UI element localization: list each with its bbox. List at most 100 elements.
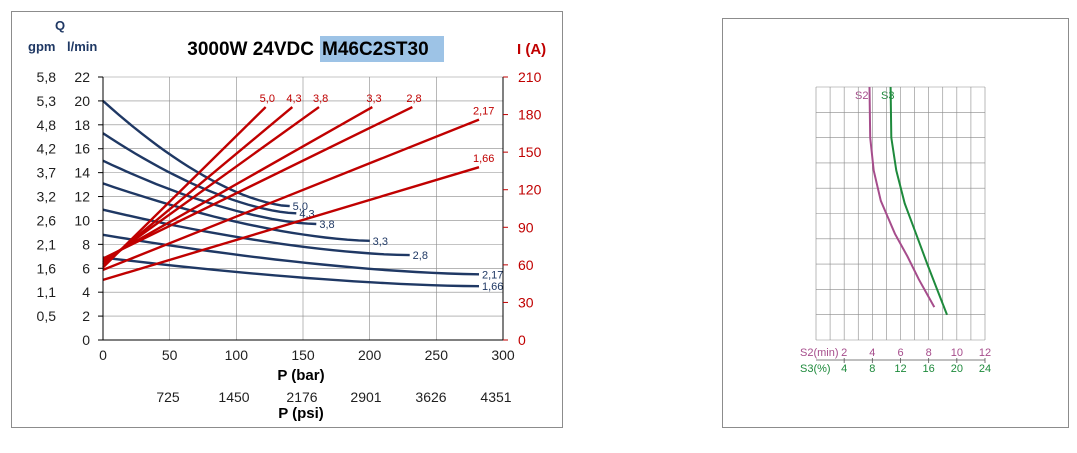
y-tick-label-right: 0	[518, 332, 526, 348]
x-tick-label: 300	[491, 347, 515, 363]
duty-tick-s2: 8	[926, 347, 932, 359]
current-line	[102, 166, 480, 282]
y-tick-label-lmin: 16	[74, 141, 90, 157]
duty-axis-label-s3: S3(%)	[800, 363, 831, 375]
current-series-label: 2,8	[406, 93, 421, 105]
y-tick-label-right: 180	[518, 107, 542, 123]
y-tick-label-gpm: 5,3	[37, 93, 57, 109]
y-axis-unit-lmin: l/min	[67, 39, 97, 54]
x-tick-label: 250	[425, 347, 449, 363]
duty-axis-label-s2: S2(min)	[800, 347, 839, 359]
flow-series-label: 2,17	[482, 269, 503, 281]
flow-series-label: 3,8	[319, 219, 334, 231]
x-tick-label-psi: 2176	[286, 389, 317, 405]
y-tick-label-lmin: 18	[74, 117, 90, 133]
duty-tick-s3: 12	[894, 363, 906, 375]
x-tick-label: 150	[291, 347, 315, 363]
y-tick-label-gpm: 5,8	[37, 69, 57, 85]
current-series-group: 5,0 4,3 3,8 3,3 2,8 2,17 1,66	[102, 93, 494, 282]
current-series-label: 3,3	[366, 93, 381, 105]
current-series-label: 2,17	[473, 106, 494, 118]
x-tick-label-psi: 4351	[480, 389, 511, 405]
current-line	[102, 106, 267, 269]
duty-tick-s2: 12	[979, 347, 991, 359]
y-tick-label-right: 150	[518, 144, 542, 160]
x-tick-label: 200	[358, 347, 382, 363]
y-tick-label-gpm: 3,7	[37, 165, 57, 181]
duty-tick-s2: 6	[897, 347, 903, 359]
duty-chart-frame	[722, 18, 1069, 428]
y-tick-label-lmin: 10	[74, 212, 90, 228]
flow-line	[102, 100, 290, 208]
duty-tick-s2: 2	[841, 347, 847, 359]
current-line	[102, 106, 320, 264]
duty-tick-s2: 10	[951, 347, 963, 359]
chart-title-model: M46C2ST30	[322, 39, 429, 60]
duty-grid	[815, 86, 986, 341]
main-chart-frame	[11, 11, 563, 428]
x-tick-label: 0	[99, 347, 107, 363]
y-tick-label-lmin: 20	[74, 93, 90, 109]
x-tick-label-psi: 1450	[218, 389, 249, 405]
duty-tick-s3: 24	[979, 363, 991, 375]
right-axis-label: I (A)	[517, 41, 546, 58]
duty-tick-s3: 8	[869, 363, 875, 375]
main-axes	[98, 76, 508, 341]
duty-legend-s2: S2	[855, 90, 868, 102]
duty-tick-s3: 20	[951, 363, 963, 375]
y-tick-label-gpm: 0,5	[37, 308, 57, 324]
current-series-label: 4,3	[286, 93, 301, 105]
y-tick-label-lmin: 8	[82, 236, 90, 252]
x-tick-label-psi: 3626	[415, 389, 446, 405]
y-tick-label-gpm: 1,1	[37, 284, 57, 300]
x-axis-label: P (bar)	[277, 367, 324, 384]
y-tick-label-gpm: 1,6	[37, 260, 57, 276]
flow-line	[102, 132, 297, 215]
x-axis-label-psi: P (psi)	[278, 405, 324, 422]
flow-line	[102, 159, 317, 226]
duty-tick-s3: 16	[923, 363, 935, 375]
x-tick-label: 100	[225, 347, 249, 363]
duty-legend-s3: S3	[881, 90, 894, 102]
flow-line	[102, 256, 480, 288]
y-tick-label-right: 60	[518, 257, 534, 273]
x-tick-label-psi: 2901	[350, 389, 381, 405]
y-tick-label-gpm: 4,2	[37, 141, 57, 157]
y-tick-label-gpm: 4,8	[37, 117, 57, 133]
flow-line	[102, 182, 370, 242]
chart-title: 3000W 24VDC	[187, 39, 314, 60]
y-tick-label-lmin: 2	[82, 308, 90, 324]
y-tick-label-gpm: 3,2	[37, 189, 57, 205]
flow-series-label: 2,8	[413, 250, 428, 262]
y-tick-label-lmin: 0	[82, 332, 90, 348]
duty-line	[889, 86, 948, 316]
y-tick-label-right: 30	[518, 294, 534, 310]
y-tick-label-right: 90	[518, 219, 534, 235]
x-tick-label: 50	[162, 347, 178, 363]
flow-series-label: 5,0	[293, 201, 308, 213]
duty-line	[868, 86, 936, 308]
current-series-label: 3,8	[313, 93, 328, 105]
y-tick-label-lmin: 4	[82, 284, 90, 300]
duty-tick-s2: 4	[869, 347, 875, 359]
duty-series-group	[868, 86, 948, 316]
y-tick-label-right: 120	[518, 182, 542, 198]
y-tick-label-gpm: 2,1	[37, 236, 57, 252]
duty-tick-labels: 2 4 6 8 10 124 8 12 16 20 24	[816, 347, 991, 375]
current-series-label: 5,0	[260, 93, 275, 105]
y-axis-label: Q	[55, 18, 65, 33]
flow-series-label: 3,3	[373, 236, 388, 248]
y-tick-label-lmin: 12	[74, 189, 90, 205]
y-axis-unit-gpm: gpm	[28, 39, 55, 54]
y-tick-label-gpm: 2,6	[37, 212, 57, 228]
y-tick-label-lmin: 14	[74, 165, 90, 181]
current-line	[102, 106, 373, 261]
y-tick-label-lmin: 22	[74, 69, 90, 85]
title-highlight	[320, 36, 444, 62]
current-series-label: 1,66	[473, 153, 494, 165]
x-tick-label-psi: 725	[156, 389, 180, 405]
flow-series-label: 1,66	[482, 281, 503, 293]
duty-tick-s3: 4	[841, 363, 847, 375]
